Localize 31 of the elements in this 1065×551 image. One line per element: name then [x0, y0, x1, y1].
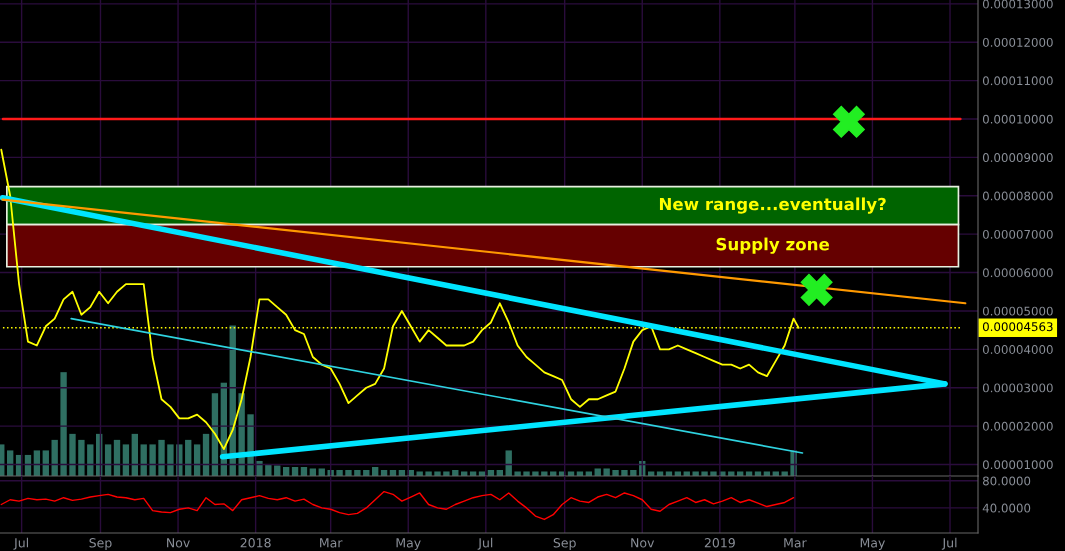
- x-tick-label: Jul: [941, 537, 957, 550]
- y-tick-label: 0.00011000: [982, 76, 1053, 86]
- y-tick-label: 0.00008000: [982, 191, 1053, 201]
- x-tick-label: Sep: [553, 538, 576, 550]
- y-tick-label: 0.00010000: [982, 114, 1053, 124]
- y-tick-label: 0.00007000: [982, 229, 1053, 239]
- x-tick-label: Jul: [13, 537, 28, 550]
- x-tick-label: Nov: [631, 538, 655, 548]
- x-tick-label: May: [860, 538, 885, 550]
- y-tick-label: 0.00005000: [982, 306, 1053, 316]
- y-tick-label: 0.00004000: [982, 345, 1053, 354]
- x-tick-label: 2019: [704, 538, 735, 548]
- y-tick-label: 0.00006000: [982, 268, 1053, 278]
- y-tick-label: 0.00013000: [982, 0, 1053, 9]
- x-tick-label: May: [396, 538, 421, 550]
- y-tick-label: 0.00003000: [982, 383, 1053, 393]
- x-tick-label: Jul: [477, 537, 493, 550]
- y-tick-label: 0.00001000: [982, 460, 1053, 470]
- x-tick-label: Mar: [320, 538, 343, 548]
- y-tick-label: 0.00002000: [982, 421, 1053, 431]
- x-tick-label: 2018: [240, 538, 271, 548]
- y-tick-label: 0.00012000: [982, 37, 1053, 47]
- x-tick-label: Nov: [167, 538, 190, 548]
- x-tick-label: Sep: [89, 538, 112, 550]
- y-tick-label: 80.0000: [982, 476, 1031, 486]
- ref-line-label: 0.00004563: [982, 322, 1053, 332]
- y-tick-label: 40.0000: [982, 503, 1031, 513]
- y-tick-label: 0.00009000: [982, 153, 1053, 163]
- band-label: Supply zone: [716, 237, 830, 254]
- band-label: New range...eventually?: [659, 197, 886, 214]
- x-tick-label: Mar: [784, 538, 807, 548]
